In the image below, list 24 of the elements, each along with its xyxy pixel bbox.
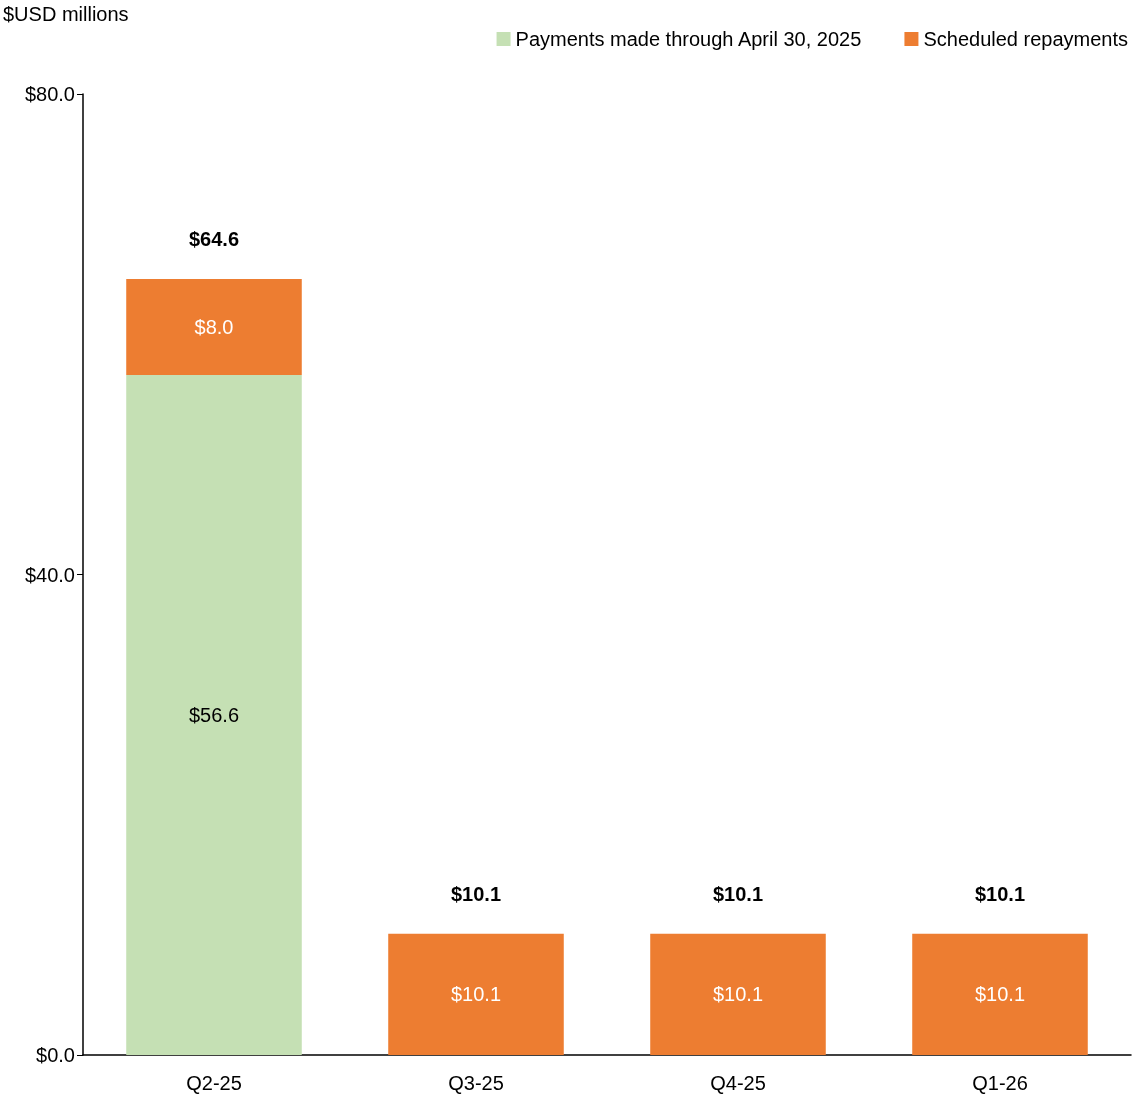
data-label: $10.1 bbox=[712, 983, 764, 1006]
x-tick-label: Q3-25 bbox=[448, 1072, 504, 1094]
data-label: $10.1 bbox=[450, 983, 502, 1006]
bar bbox=[388, 933, 564, 1055]
bar bbox=[912, 933, 1088, 1055]
x-tick-label: Q2-25 bbox=[186, 1072, 242, 1094]
total-label: $10.1 bbox=[974, 882, 1026, 905]
bar bbox=[650, 933, 826, 1055]
y-tick-label: $80.0 bbox=[24, 83, 75, 105]
total-label: $10.1 bbox=[712, 882, 764, 905]
y-tick-label: $40.0 bbox=[24, 563, 75, 586]
total-label: $10.1 bbox=[450, 882, 502, 905]
y-axis-title: $USD millions bbox=[3, 3, 129, 25]
bar bbox=[126, 375, 302, 1055]
data-label: $56.6 bbox=[188, 704, 240, 727]
legend-label: Payments made through April 30, 2025 bbox=[515, 28, 862, 50]
data-label: $8.0 bbox=[194, 316, 234, 339]
y-tick-label: $0.0 bbox=[36, 1044, 75, 1066]
total-label: $64.6 bbox=[188, 227, 240, 250]
x-tick-label: Q4-25 bbox=[710, 1072, 766, 1094]
data-label: $10.1 bbox=[974, 983, 1026, 1006]
bar bbox=[126, 278, 302, 376]
legend-label: Scheduled repayments bbox=[923, 28, 1129, 50]
x-tick-label: Q1-26 bbox=[972, 1072, 1028, 1094]
